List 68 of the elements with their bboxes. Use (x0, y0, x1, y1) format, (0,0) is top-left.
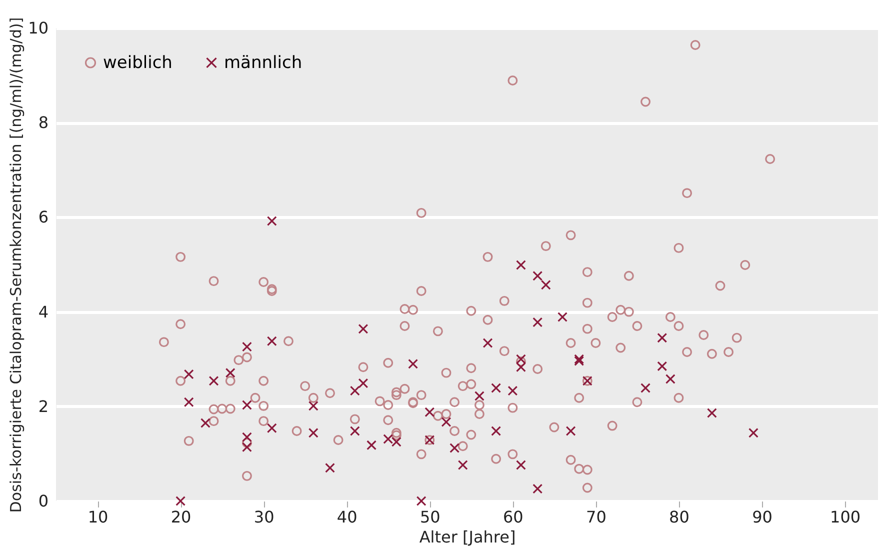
point (408, 358, 418, 369)
point (184, 397, 194, 408)
point (540, 280, 551, 290)
y-tick-label: 4 (38, 302, 48, 322)
point (441, 417, 452, 427)
point (350, 426, 360, 436)
point (508, 386, 518, 396)
point (474, 391, 484, 401)
point (266, 336, 277, 346)
point (266, 423, 277, 434)
point (491, 426, 502, 436)
point (657, 332, 668, 343)
point (176, 496, 186, 506)
y-axis-title: Dosis-korrigierte Citalopram-Serumkonzentration [(ng/ml)/(mg/d)] (7, 17, 26, 513)
point (640, 382, 650, 393)
x-tick-label: 100 (830, 508, 861, 526)
point (665, 374, 676, 384)
y-tick-label: 2 (38, 396, 48, 416)
y-tick-label: 10 (28, 18, 48, 38)
point (242, 342, 252, 352)
point (482, 338, 493, 348)
point (308, 428, 318, 438)
point (266, 216, 277, 226)
point (358, 324, 368, 334)
point (657, 361, 668, 372)
point (458, 460, 468, 470)
point (242, 400, 252, 410)
point (325, 462, 335, 473)
x-tick-label: 50 (420, 508, 440, 526)
point (532, 270, 543, 281)
point (208, 376, 219, 386)
point (308, 400, 318, 411)
point (450, 443, 460, 454)
x-tick-label: 60 (502, 508, 524, 526)
point (566, 426, 576, 436)
y-tick-label: 6 (38, 208, 48, 227)
point (416, 496, 426, 506)
point (424, 407, 435, 418)
point (358, 378, 368, 388)
point (532, 317, 543, 328)
x-tick-label: 30 (254, 508, 274, 526)
x-tick-label: 70 (586, 508, 606, 526)
point (366, 440, 376, 450)
point (516, 460, 526, 470)
x-tick-label: 80 (669, 508, 690, 526)
point (706, 408, 717, 418)
point (350, 386, 360, 396)
x-tick-label: 10 (88, 508, 108, 526)
point (184, 369, 194, 380)
point (532, 484, 543, 494)
legend-label: weiblich (103, 52, 172, 73)
point (491, 382, 502, 393)
point (516, 354, 526, 364)
point (558, 312, 568, 322)
point (200, 418, 210, 428)
point (242, 442, 252, 452)
point (516, 260, 526, 270)
y-tick-label: 0 (38, 492, 48, 510)
y-tick-label: 8 (38, 113, 48, 132)
x-axis-title: Alter [Jahre] (419, 528, 516, 546)
point (225, 368, 236, 378)
point (242, 432, 252, 442)
x-tick-label: 20 (170, 508, 192, 526)
x-tick-label: 90 (752, 508, 772, 526)
legend-label: männlich (224, 52, 302, 73)
point (516, 362, 526, 372)
x-tick-label: 40 (336, 508, 358, 526)
point (748, 428, 758, 438)
